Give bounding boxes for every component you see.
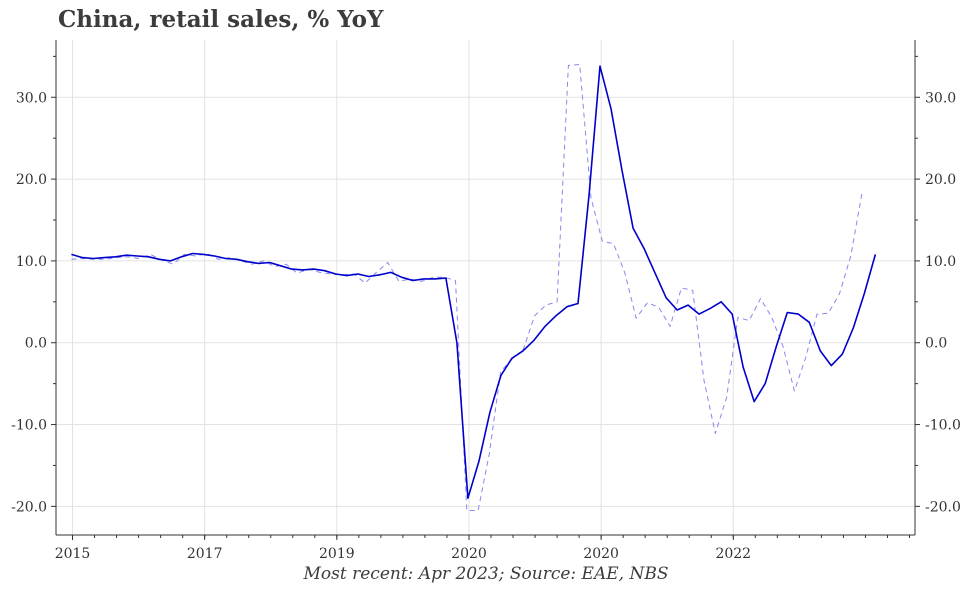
x-tick-label: 2020 [583,546,619,562]
x-tick-label: 2020 [451,546,487,562]
y-tick-label-right: 20.0 [925,172,956,188]
y-tick-label-right: -20.0 [925,499,961,515]
axes [51,40,920,540]
chart-title: China, retail sales, % YoY [58,6,384,33]
y-tick-label-left: -20.0 [11,499,47,515]
source-caption: Most recent: Apr 2023; Source: EAE, NBS [303,564,669,584]
series [71,64,877,511]
y-tick-label-left: 0.0 [25,336,47,352]
x-tick-label: 2015 [55,546,91,562]
series-line-dashed [71,64,863,511]
series-line-solid [71,65,877,499]
y-tick-label-left: 10.0 [16,254,47,270]
x-tick-label: 2017 [187,546,223,562]
y-tick-label-left: 30.0 [16,90,47,106]
y-tick-label-right: 10.0 [925,254,956,270]
x-tick-label: 2019 [319,546,355,562]
y-tick-label-left: 20.0 [16,172,47,188]
tick-labels: -20.0 -20.0 -10.0 -10.0 0.0 0.0 10.0 10.0 20.0 20… [11,90,961,562]
y-tick-label-right: 0.0 [925,336,947,352]
y-tick-label-right: 30.0 [925,90,956,106]
grid [56,40,915,535]
x-tick-label: 2022 [715,546,751,562]
y-tick-label-left: -10.0 [11,418,47,434]
y-tick-label-right: -10.0 [925,418,961,434]
